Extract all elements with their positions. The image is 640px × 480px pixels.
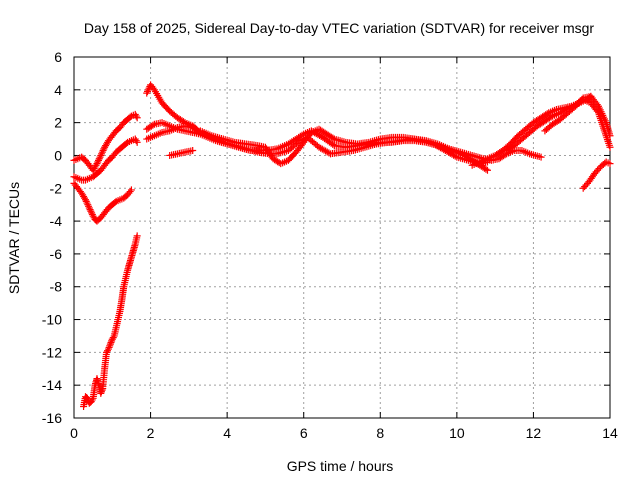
x-axis-label: GPS time / hours	[287, 458, 394, 474]
series-track-m	[579, 158, 614, 192]
data-point	[144, 86, 152, 94]
data-point	[99, 147, 107, 155]
data-point	[606, 160, 614, 168]
series-track-b	[70, 135, 141, 184]
x-tick-label: 8	[376, 425, 384, 441]
data-point	[126, 188, 134, 196]
series-track-h	[166, 147, 197, 159]
data-point	[106, 342, 114, 350]
y-tick-label: -6	[50, 246, 63, 262]
data-point	[83, 199, 91, 207]
axis-ticks: 0 2 4 6 8 10 12 14 -16 -14 -12 -10 -8 -6 -4 -2 0 2 4 6	[42, 49, 618, 441]
data-point	[132, 112, 140, 120]
data-point	[100, 145, 108, 153]
x-tick-label: 6	[300, 425, 308, 441]
data-point	[81, 196, 89, 204]
data-point	[108, 337, 116, 345]
y-tick-label: 2	[54, 115, 62, 131]
y-tick-label: 0	[54, 147, 62, 163]
series-track-c	[70, 179, 135, 225]
data-point	[97, 388, 105, 396]
data-point	[88, 396, 96, 404]
data-point	[149, 121, 157, 129]
data-point	[483, 166, 491, 174]
y-tick-label: 6	[54, 49, 62, 65]
x-tick-label: 2	[147, 425, 155, 441]
y-tick-label: -8	[50, 279, 63, 295]
plot-border	[73, 56, 611, 419]
y-tick-label: -16	[42, 410, 62, 426]
x-tick-label: 10	[449, 425, 465, 441]
data-point	[84, 201, 92, 209]
data-point	[133, 114, 141, 122]
plot-frame	[73, 56, 611, 419]
data-point	[107, 339, 115, 347]
data-point	[98, 386, 106, 394]
y-tick-label: -14	[42, 377, 62, 393]
grid-lines	[74, 57, 610, 418]
data-point	[537, 153, 545, 161]
x-tick-label: 14	[602, 425, 618, 441]
data-point	[85, 202, 93, 210]
x-tick-label: 12	[526, 425, 542, 441]
data-point	[82, 197, 90, 205]
data-point	[105, 343, 113, 351]
data-point	[94, 158, 102, 166]
y-tick-label: 4	[54, 82, 62, 98]
data-point	[132, 137, 140, 145]
data-point	[86, 206, 94, 214]
y-tick-label: -12	[42, 344, 62, 360]
series-track-d	[80, 232, 141, 411]
series-track-a	[70, 110, 141, 174]
data-point	[95, 156, 103, 164]
data-point	[104, 345, 112, 353]
series-track-i	[196, 125, 491, 174]
data-point	[133, 138, 141, 146]
data-point	[85, 204, 93, 212]
data-point	[92, 161, 100, 169]
data-point	[329, 140, 337, 148]
data-point	[98, 148, 106, 156]
x-tick-label: 0	[70, 425, 78, 441]
data-point	[97, 389, 105, 397]
data-point	[329, 134, 337, 142]
data-point	[98, 150, 106, 158]
data-point	[149, 84, 157, 92]
data-point	[143, 89, 151, 97]
data-point	[93, 160, 101, 168]
data-point	[95, 155, 103, 163]
data-point	[97, 151, 105, 159]
series-track-l	[541, 92, 614, 140]
data-point	[606, 132, 614, 140]
data-point	[81, 194, 89, 202]
chart-title: Day 158 of 2025, Sidereal Day-to-day VTE…	[84, 20, 594, 36]
data-point	[88, 211, 96, 219]
data-point	[106, 340, 114, 348]
data-point	[606, 143, 614, 151]
data-point	[96, 153, 104, 161]
x-tick-label: 4	[223, 425, 231, 441]
data-point	[87, 207, 95, 215]
data-point	[104, 347, 111, 355]
data-point	[144, 87, 152, 95]
y-axis-label: SDTVAR / TECUs	[6, 182, 22, 294]
y-tick-label: -10	[42, 312, 62, 328]
y-tick-label: -2	[50, 180, 63, 196]
data-point	[133, 232, 141, 240]
data-point	[189, 147, 197, 155]
y-tick-label: -4	[50, 213, 63, 229]
data-point	[127, 186, 135, 194]
data-point	[109, 334, 117, 342]
data-point	[88, 209, 96, 217]
data-points	[70, 81, 614, 411]
data-point	[482, 165, 490, 173]
